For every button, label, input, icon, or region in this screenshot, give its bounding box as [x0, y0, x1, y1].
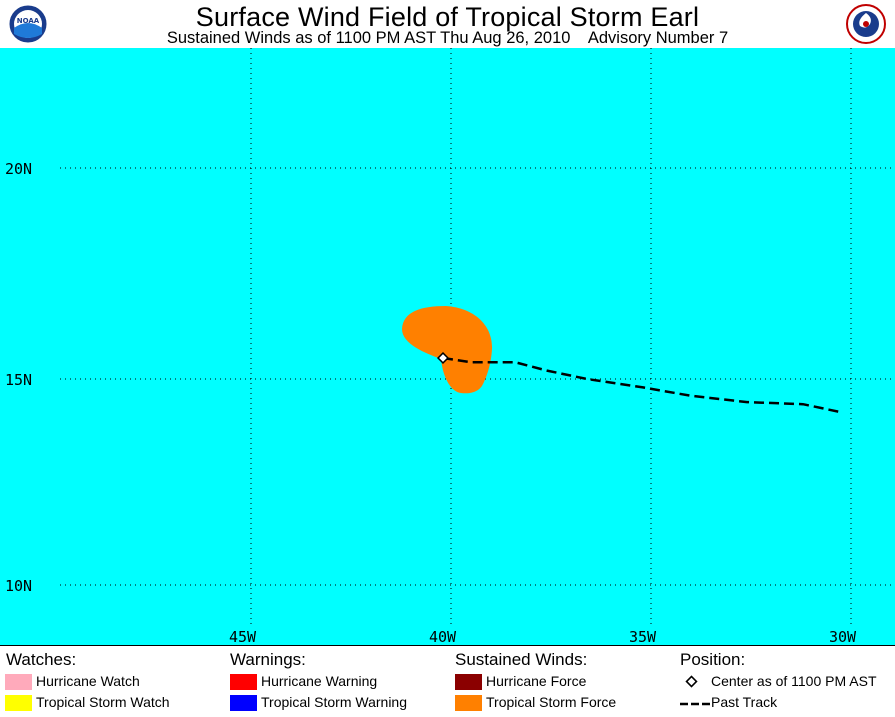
position-heading: Position:: [680, 650, 746, 669]
lon-label-35w: 35W: [629, 628, 657, 645]
map-title: Surface Wind Field of Tropical Storm Ear…: [195, 2, 700, 32]
storm-map: 20N 15N 10N 45W 40W 35W 30W: [0, 48, 895, 645]
tropical-storm-watch-swatch: [5, 695, 32, 711]
national-weather-service-logo-icon: [846, 4, 886, 44]
hurricane-warning-label: Hurricane Warning: [261, 673, 378, 689]
legend: Watches: Hurricane Watch Tropical Storm …: [0, 645, 895, 717]
lon-label-40w: 40W: [429, 628, 457, 645]
svg-text:NOAA: NOAA: [17, 17, 40, 25]
hurricane-watch-swatch: [5, 674, 32, 690]
lon-label-45w: 45W: [229, 628, 257, 645]
watches-heading: Watches:: [6, 650, 77, 669]
noaa-logo-icon: NOAA: [8, 4, 48, 44]
hurricane-force-swatch: [455, 674, 482, 690]
hurricane-force-label: Hurricane Force: [486, 673, 587, 689]
storm-center-marker: [436, 351, 450, 365]
lon-label-30w: 30W: [829, 628, 857, 645]
lat-label-15n: 15N: [5, 371, 32, 389]
tropical-storm-wind-field: [402, 306, 493, 394]
past-track-label: Past Track: [711, 694, 778, 710]
hurricane-watch-label: Hurricane Watch: [36, 673, 140, 689]
tropical-storm-warning-swatch: [230, 695, 257, 711]
lat-label-10n: 10N: [5, 577, 32, 595]
sustained-winds-heading: Sustained Winds:: [455, 650, 588, 669]
tropical-storm-force-swatch: [455, 695, 482, 711]
past-track-icon: [680, 702, 710, 706]
warnings-heading: Warnings:: [230, 650, 306, 669]
tropical-storm-warning-label: Tropical Storm Warning: [261, 694, 408, 710]
hurricane-warning-swatch: [230, 674, 257, 690]
tropical-storm-watch-label: Tropical Storm Watch: [36, 694, 170, 710]
lat-label-20n: 20N: [5, 160, 32, 178]
past-track-line: [442, 356, 844, 414]
center-position-label: Center as of 1100 PM AST: [711, 673, 877, 689]
map-subtitle: Sustained Winds as of 1100 PM AST Thu Au…: [166, 29, 729, 47]
header: NOAA Surface Wind Field of Tropical Stor…: [0, 0, 895, 48]
center-diamond-icon: [685, 675, 698, 688]
tropical-storm-force-label: Tropical Storm Force: [486, 694, 617, 710]
map-area: 20N 15N 10N 45W 40W 35W 30W: [0, 48, 895, 645]
